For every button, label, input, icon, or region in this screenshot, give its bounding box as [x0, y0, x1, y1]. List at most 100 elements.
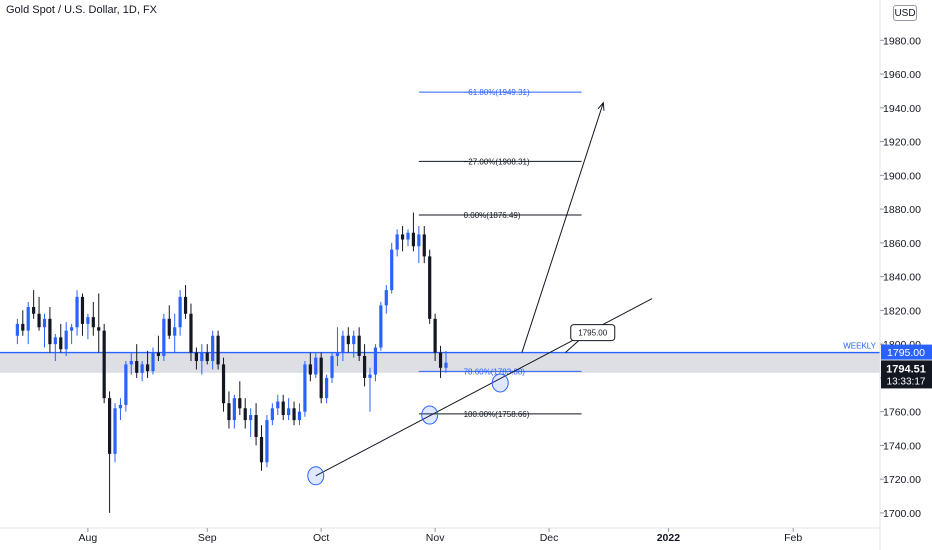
- candle: [145, 350, 150, 378]
- candle: [113, 403, 117, 463]
- y-tick-label: 1700.00: [883, 508, 921, 520]
- candle-body: [232, 398, 236, 421]
- candle: [156, 335, 161, 362]
- candle-body: [178, 296, 182, 328]
- candle-body: [444, 362, 448, 368]
- candle: [135, 344, 139, 378]
- candle-body: [411, 232, 416, 247]
- candle-body: [91, 317, 95, 328]
- candle: [444, 350, 448, 373]
- candle: [254, 403, 258, 446]
- candle-body: [80, 296, 85, 324]
- candle-body: [211, 335, 215, 362]
- candle: [287, 398, 291, 421]
- candle-body: [21, 323, 25, 331]
- candle-body: [86, 317, 90, 324]
- candle-body: [276, 401, 280, 409]
- candle-body: [70, 327, 74, 331]
- x-tick-label: Dec: [540, 532, 559, 544]
- touch-point-circle: [421, 405, 439, 425]
- candle-body: [124, 364, 128, 405]
- candle: [297, 403, 302, 426]
- candle-body: [37, 313, 41, 328]
- candle: [26, 301, 30, 345]
- candle: [346, 327, 350, 353]
- candle: [249, 408, 253, 437]
- candle-body: [194, 352, 198, 362]
- candle-body: [379, 305, 383, 348]
- candle: [400, 225, 405, 252]
- candle-body: [145, 364, 150, 372]
- candle-body: [303, 364, 307, 412]
- candle: [205, 344, 209, 365]
- candle-body: [118, 404, 123, 409]
- candle-body: [59, 337, 63, 350]
- candle: [357, 327, 361, 362]
- y-tick-label: 1880.00: [883, 204, 921, 216]
- candle: [140, 361, 144, 382]
- candle-body: [341, 335, 345, 353]
- candle: [352, 330, 356, 358]
- candle-body: [189, 313, 193, 353]
- fib-level-label: 78.60%(1783.88): [464, 367, 526, 376]
- candle: [384, 285, 388, 314]
- candle-body: [384, 290, 388, 306]
- candle: [303, 361, 307, 417]
- candle-body: [330, 355, 334, 378]
- candle-body: [428, 256, 432, 319]
- candle-body: [216, 335, 220, 365]
- level-price-marker-label: 1795.00: [887, 347, 925, 359]
- candle-body: [102, 330, 106, 399]
- candle: [417, 225, 421, 264]
- y-tick-label: 1760.00: [883, 407, 921, 419]
- candle: [64, 322, 68, 356]
- candle: [167, 305, 171, 340]
- y-tick-label: 1840.00: [883, 272, 921, 284]
- candle: [438, 345, 443, 378]
- fib-level-label: −61.80%(1949.31): [464, 88, 530, 97]
- candle-body: [205, 352, 209, 362]
- candle-body: [42, 318, 47, 328]
- candle: [32, 290, 36, 319]
- candle: [53, 334, 57, 362]
- currency-button[interactable]: USD: [893, 5, 917, 21]
- candle: [194, 347, 198, 370]
- candle-body: [243, 408, 247, 421]
- candle: [118, 398, 123, 421]
- candle: [37, 296, 41, 331]
- weekly-level-label: WEEKLY: [843, 342, 876, 351]
- candle: [173, 313, 177, 353]
- y-tick-label: 1920.00: [883, 137, 921, 149]
- callout-box: [570, 324, 616, 342]
- candle-body: [64, 330, 68, 350]
- y-tick-label: 1860.00: [883, 238, 921, 250]
- candle-body: [346, 335, 350, 345]
- candle: [428, 249, 432, 324]
- candle: [48, 307, 52, 353]
- candle: [433, 313, 437, 362]
- candle-body: [438, 352, 443, 368]
- x-tick-label: 2022: [657, 532, 681, 544]
- candle-body: [352, 335, 356, 345]
- candle-body: [297, 411, 302, 421]
- candle-body: [113, 408, 117, 454]
- candle-body: [259, 436, 264, 463]
- candle-body: [270, 408, 274, 421]
- candle: [243, 398, 247, 429]
- projection-arrow-head: [597, 101, 605, 111]
- candle: [200, 344, 204, 375]
- candle: [151, 347, 155, 375]
- candle: [59, 323, 63, 353]
- candle: [70, 323, 74, 345]
- fib-level-label: 0.00%(1876.49): [464, 211, 521, 220]
- fib-level-label: −27.00%(1908.31): [464, 157, 530, 166]
- candle-body: [319, 357, 323, 399]
- y-tick-label: 1740.00: [883, 440, 921, 452]
- current-price-marker: [881, 360, 932, 389]
- candle: [211, 330, 215, 370]
- fib-level-label: 100.00%(1758.66): [464, 410, 530, 419]
- candle-body: [173, 327, 177, 336]
- candle: [422, 225, 426, 264]
- y-tick-label: 1940.00: [883, 103, 921, 115]
